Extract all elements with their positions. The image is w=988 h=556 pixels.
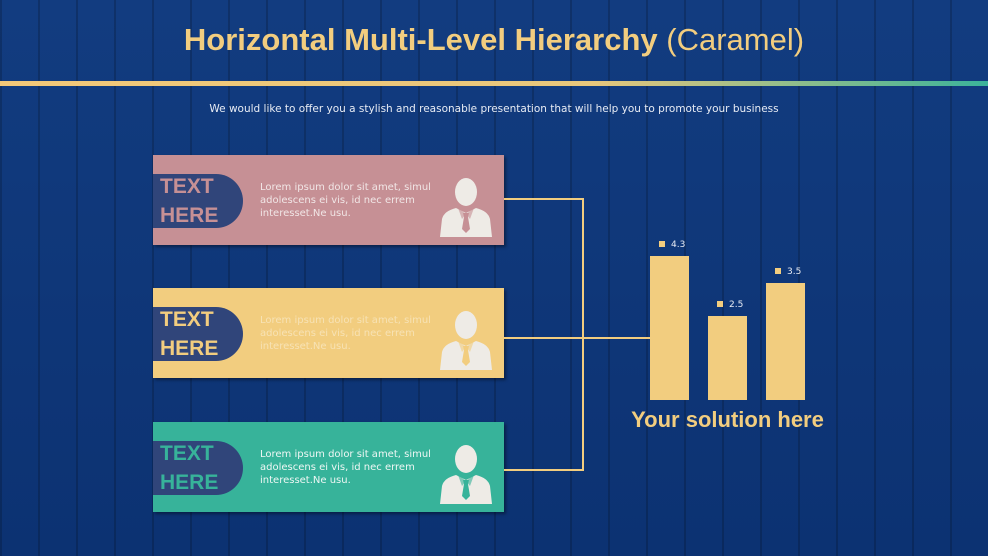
- hierarchy-box: TEXT HERE Lorem ipsum dolor sit amet, sim…: [153, 422, 504, 512]
- data-label: 4.3: [659, 240, 719, 250]
- legend-marker: [775, 267, 781, 274]
- page-title: Horizontal Multi-Level Hierarchy (Carame…: [183, 22, 805, 57]
- tag-line: HERE: [160, 471, 219, 494]
- tag-line: TEXT: [160, 308, 214, 331]
- tag-line: TEXT: [160, 442, 214, 465]
- box-description: Lorem ipsum dolor sit amet, simul adoles…: [260, 315, 431, 352]
- connector: [504, 337, 650, 339]
- legend-marker: [717, 301, 723, 308]
- legend-marker: [659, 240, 665, 247]
- connector: [582, 198, 584, 471]
- tag-label: TEXT HERE: [153, 441, 243, 495]
- subtitle: We would like to offer you a stylish and…: [209, 103, 779, 115]
- bar: [766, 282, 805, 400]
- data-label-text: 4.3: [671, 239, 686, 250]
- solution-label: Your solution here: [631, 407, 824, 432]
- bar: [708, 316, 747, 400]
- hierarchy-box: TEXT HERE Lorem ipsum dolor sit amet, sim…: [153, 288, 504, 378]
- hierarchy-box: TEXT HERE Lorem ipsum dolor sit amet, sim…: [153, 155, 504, 245]
- tag-line: TEXT: [160, 175, 214, 198]
- box-description: Lorem ipsum dolor sit amet, simul adoles…: [260, 182, 431, 219]
- tag-label: TEXT HERE: [153, 174, 243, 228]
- title-divider: [0, 81, 988, 86]
- tag-line: HERE: [160, 337, 219, 360]
- data-label: 2.5: [717, 300, 777, 310]
- businessman-icon: [438, 310, 494, 370]
- tag-label: TEXT HERE: [153, 307, 243, 361]
- businessman-icon: [438, 177, 494, 237]
- bar: [650, 255, 689, 400]
- data-label: 3.5: [775, 267, 835, 277]
- connector: [504, 198, 584, 200]
- data-label-text: 3.5: [787, 266, 802, 277]
- businessman-icon: [438, 444, 494, 504]
- box-description: Lorem ipsum dolor sit amet, simul adoles…: [260, 449, 431, 486]
- connector: [504, 469, 584, 471]
- tag-line: HERE: [160, 204, 219, 227]
- data-label-text: 2.5: [729, 300, 744, 311]
